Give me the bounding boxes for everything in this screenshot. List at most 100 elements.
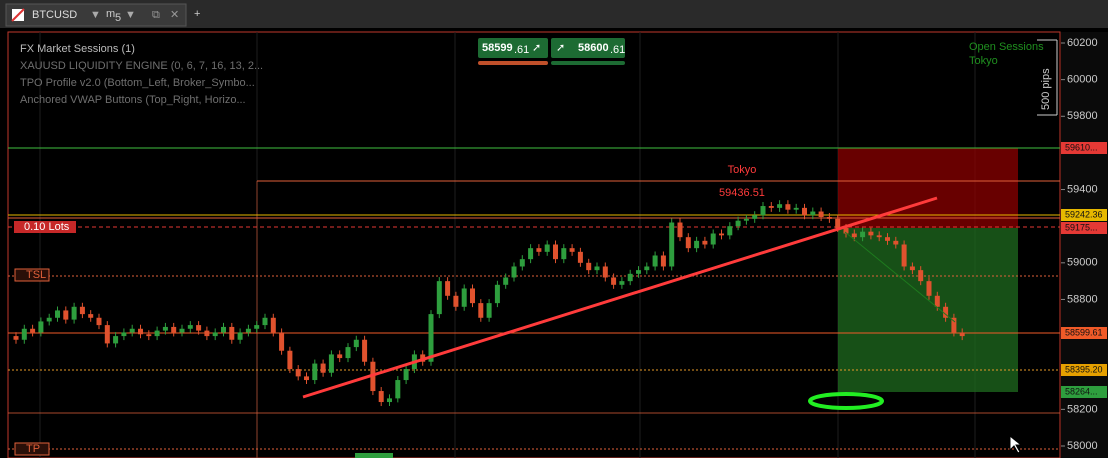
session-name: Tokyo — [969, 55, 998, 67]
candle — [304, 376, 309, 381]
dropdown[interactable]: ▼ — [90, 9, 101, 21]
sell-price[interactable]: 58599 — [482, 42, 513, 54]
take-profit-zone — [838, 228, 1018, 392]
close-button[interactable]: ✕ — [170, 9, 179, 21]
candle — [229, 326, 235, 340]
symbol[interactable]: BTCUSD — [32, 9, 77, 21]
candle — [818, 211, 824, 218]
candle — [851, 233, 857, 238]
candle — [38, 321, 44, 333]
candle — [187, 325, 193, 329]
candle — [694, 240, 700, 249]
tab[interactable] — [5, 3, 187, 27]
candle — [876, 235, 882, 238]
candle — [254, 325, 260, 329]
candle — [685, 237, 691, 249]
candle — [511, 266, 517, 278]
candle — [602, 266, 608, 278]
price-tag-label: 59610... — [1065, 142, 1098, 152]
trend-line — [302, 196, 938, 399]
timeframe-sub: 5 — [115, 12, 121, 24]
stop-loss-zone — [838, 148, 1018, 228]
candle — [636, 270, 641, 274]
candle — [909, 266, 915, 271]
price-tag-label: 59242.36 — [1065, 209, 1103, 219]
tp-box[interactable] — [14, 442, 50, 456]
tick-label: 59000 — [1067, 257, 1098, 269]
lots-label[interactable]: 0.10 Lots — [24, 221, 70, 233]
candle — [171, 326, 177, 333]
tsl-label[interactable]: TSL — [26, 269, 46, 281]
candle — [113, 336, 119, 344]
candle — [893, 240, 899, 245]
tp-label[interactable]: TP — [26, 443, 40, 455]
price-tag — [1061, 142, 1107, 154]
candle — [652, 255, 658, 267]
drawing — [808, 392, 884, 410]
tick-label: 58800 — [1067, 293, 1098, 305]
spread-bar — [551, 61, 625, 65]
candle — [777, 204, 783, 208]
highlight — [355, 453, 393, 458]
candle — [835, 218, 841, 229]
candle — [104, 325, 110, 344]
candle — [146, 334, 152, 337]
candle — [569, 248, 575, 252]
candle — [445, 281, 451, 296]
candle — [79, 306, 85, 315]
candle — [428, 314, 434, 362]
price-tag — [1061, 386, 1107, 398]
sell-button[interactable] — [478, 38, 548, 58]
candle — [802, 207, 807, 216]
candle — [478, 303, 484, 318]
arrow: ➚ — [532, 42, 541, 54]
candle — [436, 281, 442, 315]
candle — [221, 326, 226, 333]
candle — [121, 332, 127, 337]
indicator[interactable]: XAUUSD LIQUIDITY ENGINE (0, 6, 7, 16, 13… — [20, 60, 263, 72]
dropdown[interactable]: ▼ — [125, 9, 136, 21]
timeframe[interactable]: m — [106, 8, 115, 20]
price-tag-label: 58395.20 — [1065, 364, 1103, 374]
candle — [536, 248, 542, 252]
candle — [826, 217, 832, 219]
add-tab[interactable]: + — [194, 8, 200, 20]
candle — [943, 306, 949, 318]
price-tag-label: 58599.61 — [1065, 327, 1103, 337]
candle — [702, 240, 708, 245]
candle — [204, 330, 210, 337]
candle — [486, 303, 492, 318]
candle — [88, 314, 94, 318]
lots-box[interactable] — [14, 221, 76, 233]
tsl-box[interactable] — [14, 268, 50, 282]
detach-button[interactable]: ⧉ — [152, 9, 160, 21]
candle — [644, 266, 650, 271]
arrow: ➚ — [556, 42, 565, 54]
candle — [262, 317, 268, 326]
price-tag — [1061, 327, 1107, 339]
mouse-cursor — [1009, 434, 1023, 454]
candle — [295, 369, 301, 377]
candle — [785, 204, 791, 210]
indicator[interactable]: Anchored VWAP Buttons (Top_Right, Horizo… — [20, 94, 246, 106]
indicator[interactable]: TPO Profile v2.0 (Bottom_Left, Broker_Sy… — [20, 77, 255, 89]
candle — [660, 255, 666, 267]
indicator[interactable]: FX Market Sessions (1) — [20, 43, 135, 55]
candle — [453, 295, 459, 307]
candle — [71, 306, 77, 320]
candle — [810, 211, 816, 216]
candle — [378, 391, 384, 403]
candle — [494, 284, 500, 304]
candle — [577, 251, 583, 263]
buy-button[interactable] — [551, 38, 625, 58]
candle — [727, 226, 733, 236]
candle — [55, 310, 60, 318]
tick-label: 59800 — [1067, 110, 1098, 122]
price-tag — [1061, 364, 1107, 376]
buy-price-fraction: .61 — [610, 44, 625, 56]
buy-price[interactable]: 58600 — [578, 42, 609, 54]
tick-label: 60000 — [1067, 74, 1098, 86]
candles — [13, 200, 965, 407]
session-label: Tokyo — [728, 164, 757, 176]
candle — [553, 244, 558, 260]
